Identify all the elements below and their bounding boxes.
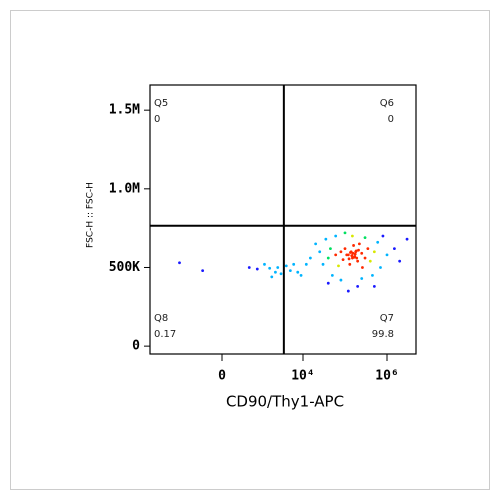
event	[361, 266, 364, 269]
x-axis-label: CD90/Thy1-APC	[226, 393, 344, 411]
event	[299, 273, 303, 277]
event	[339, 250, 343, 254]
event	[334, 234, 338, 238]
event	[360, 251, 364, 255]
event	[376, 240, 380, 244]
event	[360, 277, 364, 280]
event	[350, 254, 354, 258]
event	[371, 273, 374, 277]
event	[268, 266, 272, 270]
quadrant-name: Q6	[380, 98, 394, 109]
quadrant-name: Q5	[154, 98, 168, 109]
event	[379, 266, 382, 269]
event	[276, 266, 280, 269]
event	[324, 237, 328, 241]
event	[284, 264, 288, 268]
event	[346, 289, 350, 293]
event	[339, 278, 343, 282]
event	[326, 281, 330, 285]
event	[366, 247, 370, 251]
event	[349, 251, 352, 254]
y-tick-label: 500K	[109, 260, 140, 275]
event	[263, 262, 266, 266]
event	[352, 244, 355, 247]
event	[329, 247, 332, 251]
event	[334, 253, 338, 257]
event	[345, 253, 349, 257]
event	[288, 269, 292, 273]
x-tick-label: 10⁴	[291, 369, 314, 384]
event	[270, 275, 274, 279]
event	[398, 259, 402, 263]
event	[355, 256, 359, 260]
event	[352, 255, 356, 259]
event	[304, 262, 308, 266]
event	[321, 262, 325, 266]
event	[326, 256, 330, 260]
event	[368, 259, 372, 263]
event	[357, 242, 361, 246]
event	[393, 247, 396, 251]
event	[274, 270, 277, 274]
event	[308, 256, 312, 260]
event	[350, 234, 354, 238]
y-tick-label: 0	[132, 339, 140, 354]
event	[348, 262, 352, 266]
quadrant-value: 99.8	[372, 329, 394, 340]
quadrant-name: Q8	[154, 313, 168, 324]
event	[354, 249, 358, 253]
event	[318, 250, 322, 254]
event	[363, 256, 367, 260]
event	[255, 267, 259, 271]
x-tick-label: 10⁶	[375, 369, 398, 384]
event	[247, 266, 251, 269]
quadrant-name: Q7	[380, 313, 394, 324]
event	[347, 257, 351, 261]
quadrant-value: 0	[154, 114, 160, 125]
event	[363, 236, 367, 239]
event	[353, 252, 357, 256]
event	[279, 272, 283, 276]
quadrant-value: 0	[388, 114, 394, 125]
event	[341, 258, 345, 262]
quadrant-value: 0.17	[154, 329, 176, 340]
event	[201, 269, 205, 273]
event	[372, 284, 376, 288]
event	[178, 261, 181, 265]
event	[292, 262, 296, 266]
event	[343, 247, 347, 251]
event	[372, 250, 376, 254]
event	[405, 237, 409, 241]
event	[330, 273, 334, 277]
event	[296, 270, 300, 274]
y-tick-label: 1.0M	[109, 181, 140, 196]
y-tick-label: 1.5M	[109, 103, 140, 118]
event	[343, 231, 347, 235]
x-tick-label: 0	[218, 369, 226, 384]
event	[356, 259, 360, 263]
event	[357, 248, 360, 252]
event	[381, 234, 385, 238]
event	[356, 284, 360, 288]
event	[351, 251, 355, 255]
event	[385, 253, 389, 257]
event	[314, 242, 318, 246]
page-border	[10, 10, 490, 490]
event	[337, 264, 340, 268]
y-axis-label: FSC-H :: FSC-H	[86, 182, 96, 248]
